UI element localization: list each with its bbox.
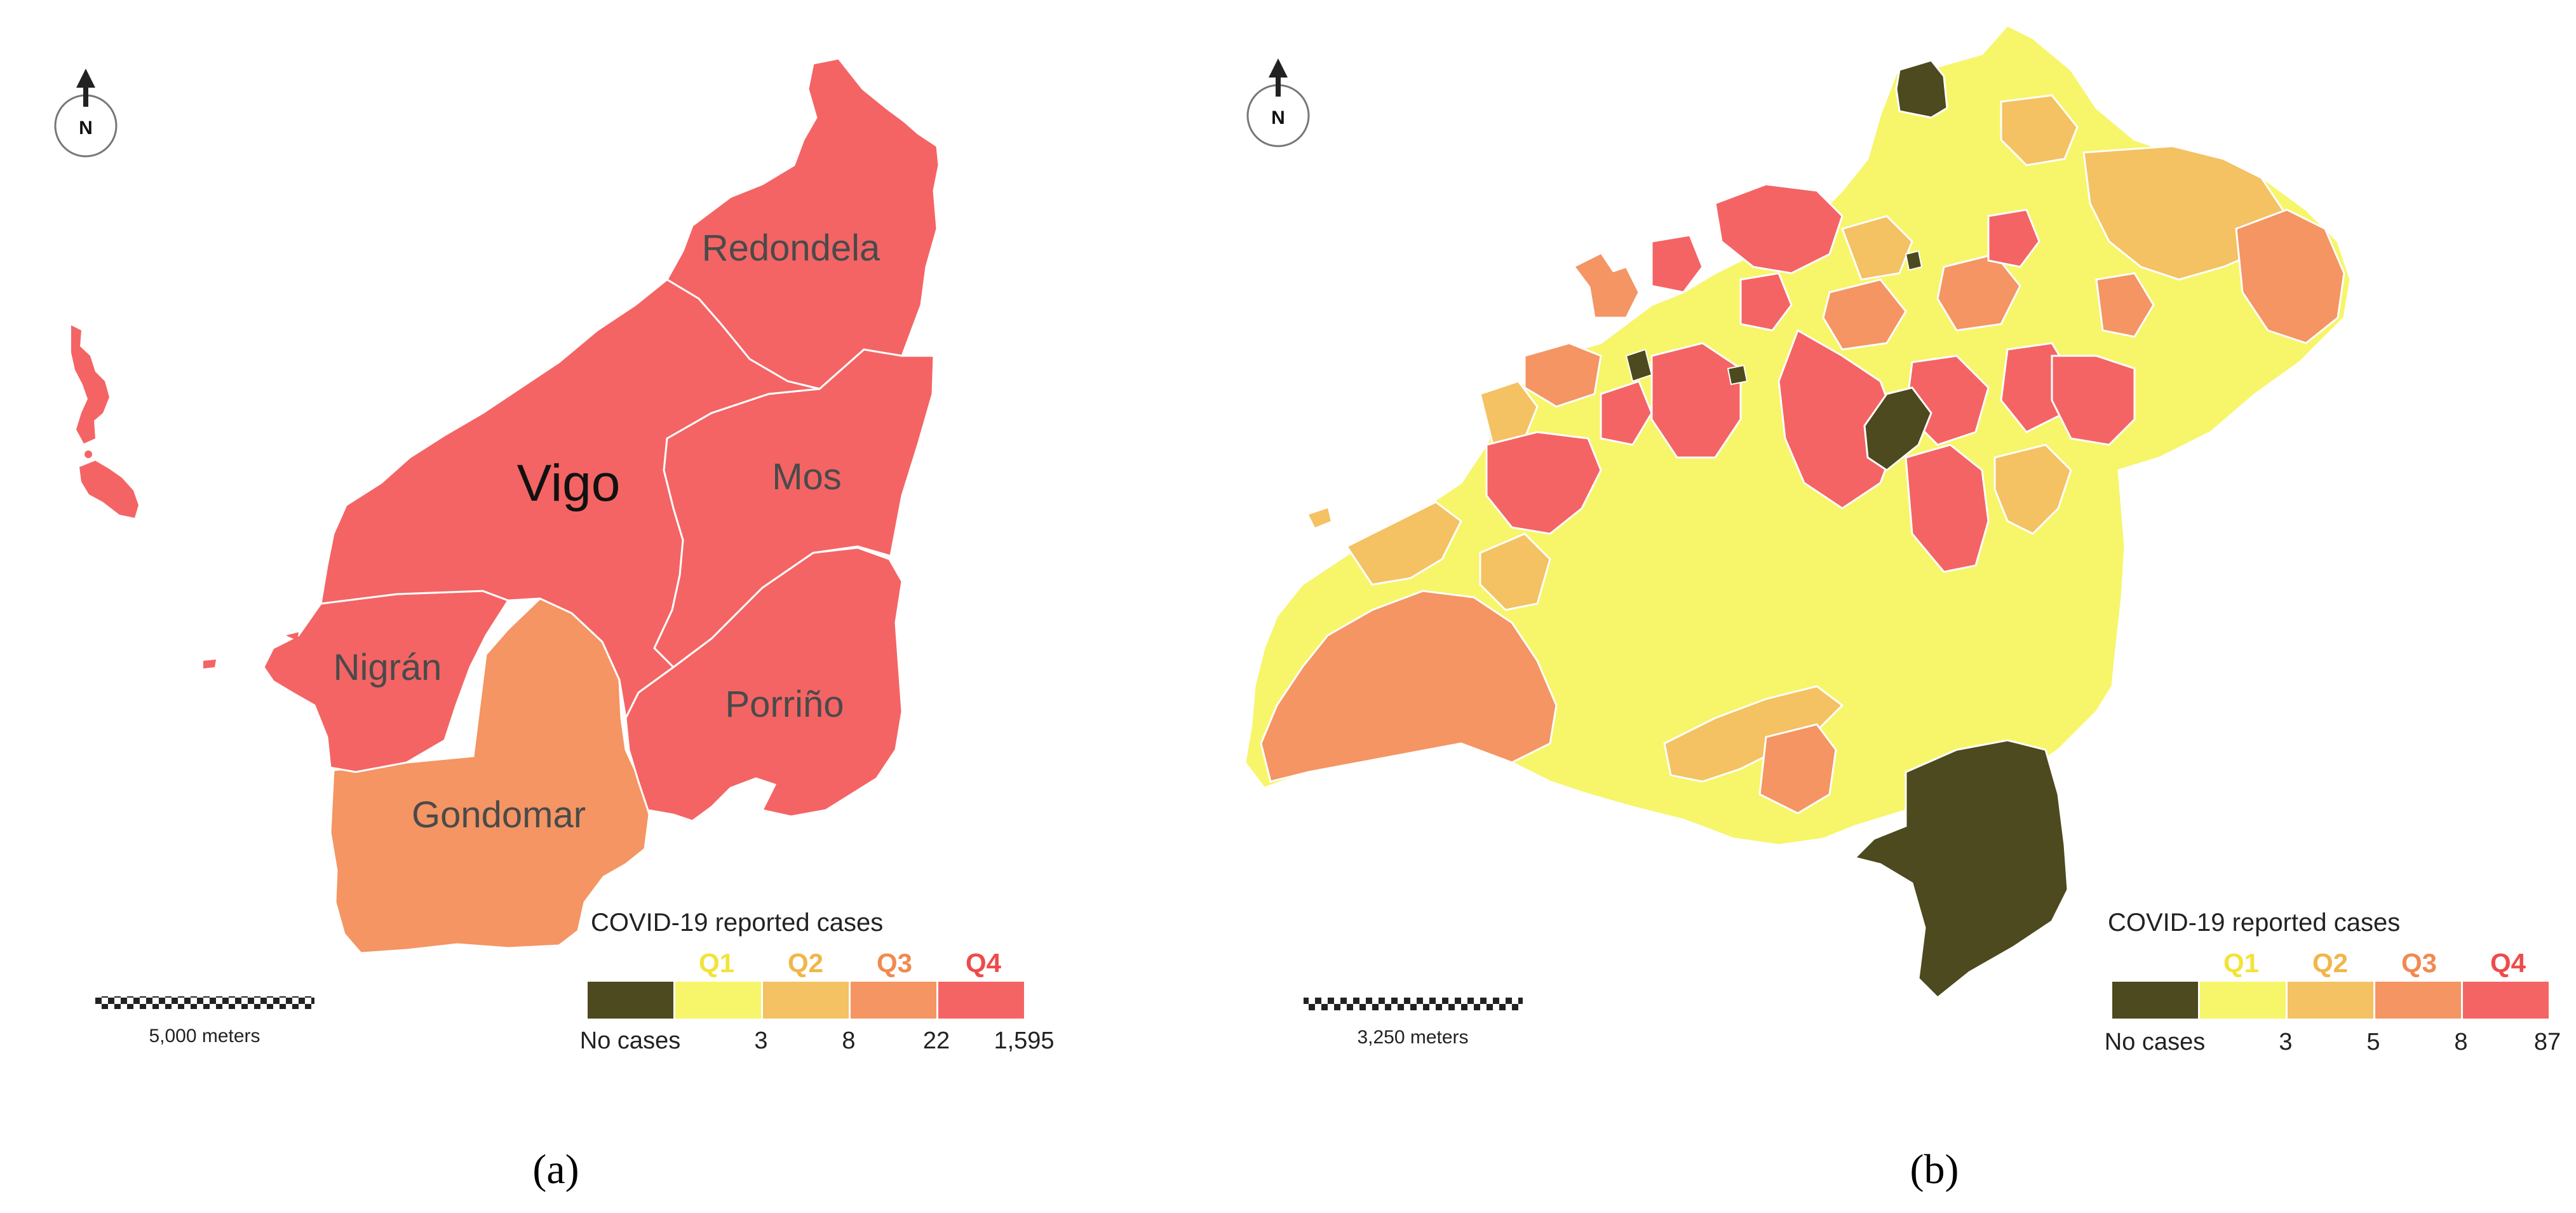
legend-break-4: 87	[2534, 1029, 2561, 1055]
parish-q4	[1650, 342, 1742, 459]
legend-q4-label: Q4	[966, 948, 1002, 978]
parish-q4	[1777, 329, 1901, 510]
north-label: N	[1271, 107, 1285, 128]
legend-break-3: 22	[923, 1027, 950, 1054]
legend-q1-label: Q1	[2223, 948, 2259, 978]
north-label: N	[79, 118, 93, 139]
panel-b: N	[1244, 24, 2561, 1193]
legend-swatch-no-cases	[588, 982, 673, 1019]
parish-q4	[1650, 234, 1704, 294]
north-arrow-icon: N	[54, 69, 118, 158]
legend-break-3: 8	[2454, 1029, 2467, 1055]
parish-q2	[1479, 380, 1539, 446]
legend-title: COVID-19 reported cases	[591, 909, 883, 937]
parish-no-cases	[1905, 250, 1923, 271]
legend-b: COVID-19 reported cases Q1 Q2 Q3 Q4 No c…	[2105, 909, 2561, 1055]
legend-q3-label: Q3	[877, 948, 912, 978]
parish-q2	[2000, 94, 2079, 166]
legend-q4-label: Q4	[2490, 948, 2526, 978]
scale-bar: 3,250 meters	[1304, 998, 1523, 1048]
parish-q4	[1485, 431, 1602, 535]
legend-swatch-q4	[2463, 982, 2549, 1019]
legend-swatch-q3	[851, 982, 936, 1019]
legend-title: COVID-19 reported cases	[2108, 909, 2400, 937]
label-nigran: Nigrán	[334, 647, 442, 688]
legend-swatch-q2	[763, 982, 849, 1019]
islet	[286, 632, 299, 640]
parish-q3	[1523, 342, 1602, 408]
islet	[1575, 254, 1614, 292]
municipality-vigo[interactable]	[320, 278, 820, 721]
scale-bar: 5,000 meters	[95, 996, 314, 1047]
parish-no-cases	[1853, 739, 2069, 1000]
legend-q1-label: Q1	[699, 948, 734, 978]
cies-islands	[71, 325, 138, 518]
parish-no-cases	[1625, 348, 1653, 383]
label-mos: Mos	[772, 456, 842, 498]
legend-swatch-q3	[2375, 982, 2461, 1019]
legend-break-0: No cases	[2105, 1029, 2205, 1055]
legend-break-2: 5	[2366, 1029, 2380, 1055]
parish-q3	[2095, 272, 2155, 338]
label-gondomar: Gondomar	[412, 794, 586, 836]
parish-q3	[1260, 590, 1558, 783]
legend-break-1: 3	[754, 1027, 767, 1054]
parish-q3	[2235, 208, 2345, 344]
parish-q4	[1905, 444, 1990, 573]
parish-q2	[1993, 444, 2072, 535]
municipality-gondomar[interactable]	[329, 597, 651, 954]
parish-no-cases	[1895, 59, 1948, 119]
scale-label: 5,000 meters	[149, 1026, 260, 1047]
label-porrino: Porriño	[725, 684, 844, 725]
legend-q3-label: Q3	[2401, 948, 2437, 978]
legend-a: COVID-19 reported cases Q1 Q2 Q3 Q4 No c…	[580, 909, 1055, 1054]
legend-q2-label: Q2	[788, 948, 823, 978]
parish-q2	[1345, 501, 1462, 586]
parish-q4	[1600, 380, 1653, 446]
legend-swatch-q1	[2200, 982, 2286, 1019]
parish-q3	[1822, 278, 1907, 351]
legend-break-0: No cases	[580, 1027, 680, 1054]
parish-q4	[1714, 183, 1844, 274]
islet	[1309, 508, 1331, 527]
legend-swatch-q4	[938, 982, 1024, 1019]
label-vigo: Vigo	[517, 454, 621, 512]
panel-label-a: (a)	[532, 1146, 579, 1193]
legend-break-2: 8	[842, 1027, 855, 1054]
legend-break-1: 3	[2279, 1029, 2292, 1055]
legend-swatch-q2	[2288, 982, 2373, 1019]
legend-break-4: 1,595	[994, 1027, 1054, 1054]
parish-q3	[1758, 723, 1837, 815]
north-arrow-icon: N	[1246, 58, 1310, 147]
parish-no-cases	[1727, 364, 1748, 386]
legend-swatch-q1	[675, 982, 761, 1019]
panel-label-b: (b)	[1910, 1146, 1959, 1193]
panel-a: N Redondela Vigo Mos Nigrán Porriño Gond…	[54, 57, 1055, 1193]
label-redondela: Redondela	[702, 227, 880, 269]
parish-no-cases	[1863, 386, 1932, 471]
islet	[203, 660, 216, 668]
parish-q2	[1479, 532, 1551, 611]
legend-swatch-no-cases	[2112, 982, 2198, 1019]
parish-q4	[2051, 355, 2136, 446]
scale-label: 3,250 meters	[1357, 1027, 1468, 1048]
parish-q4	[1739, 272, 1793, 332]
legend-q2-label: Q2	[2312, 948, 2348, 978]
parish-q4	[1987, 208, 2040, 268]
